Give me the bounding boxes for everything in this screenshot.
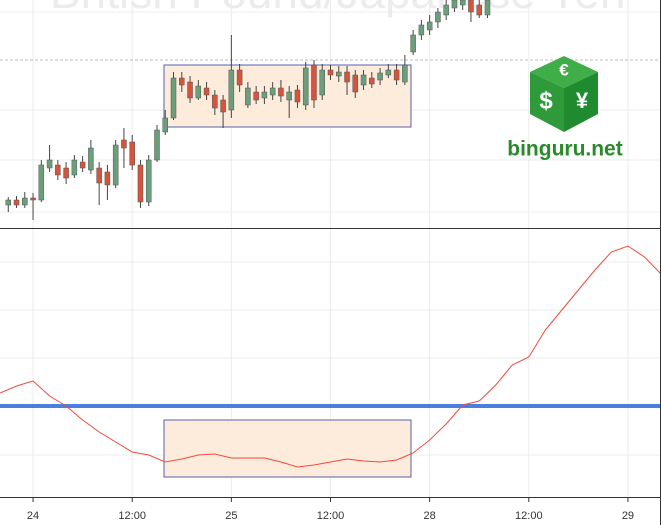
candle-body <box>369 77 375 85</box>
candle-body <box>112 144 119 186</box>
candle-body <box>5 199 12 206</box>
candle-body <box>443 4 449 16</box>
candle-body <box>121 139 127 149</box>
x-tick-label: 25 <box>225 510 237 522</box>
candle-body <box>145 159 152 203</box>
candle-body <box>327 69 334 76</box>
candle-body <box>38 164 45 201</box>
candle-body <box>377 72 383 81</box>
cube-left <box>530 72 564 132</box>
candle-body <box>418 24 425 36</box>
candle-body <box>129 141 135 166</box>
candle-body <box>236 69 243 86</box>
candle-body <box>228 69 235 111</box>
candle-body <box>63 167 69 179</box>
candle-body <box>71 159 78 176</box>
candle-body <box>468 0 474 13</box>
candle-body <box>212 94 218 109</box>
candle-body <box>410 34 416 53</box>
candle-body <box>393 69 400 81</box>
euro-icon: € <box>559 60 569 79</box>
candle-body <box>476 4 482 16</box>
candle-body <box>336 71 342 77</box>
candle-body <box>179 77 185 86</box>
candle-body <box>294 89 301 103</box>
indicator-line <box>0 245 661 468</box>
x-tick-label: 29 <box>622 510 634 522</box>
x-tick-label: 12:00 <box>317 510 345 522</box>
candle-body <box>13 199 20 206</box>
candle-body <box>79 161 86 169</box>
candle-body <box>88 147 94 171</box>
grid <box>0 0 660 497</box>
candle-body <box>162 117 168 133</box>
candle-body <box>344 71 350 83</box>
candle-body <box>96 167 102 184</box>
candle-body <box>55 164 61 176</box>
candle-body <box>278 87 284 97</box>
candle-body <box>46 159 53 169</box>
logo: € $ ¥ binguru.net <box>507 56 623 161</box>
x-tick-label: 28 <box>424 510 436 522</box>
candle-body <box>385 69 392 76</box>
candle-body <box>435 11 441 23</box>
candle-body <box>154 129 160 161</box>
candle-body <box>269 87 276 96</box>
candle-body <box>352 74 359 93</box>
x-tick-label: 24 <box>27 510 39 522</box>
candle-body <box>360 74 367 86</box>
candle-body <box>245 87 251 106</box>
candle-body <box>30 197 36 201</box>
candle-body <box>170 77 177 119</box>
candle-body <box>302 67 309 106</box>
candle-body <box>311 64 317 101</box>
candle-body <box>195 85 202 99</box>
candle-body <box>402 64 408 83</box>
x-tick-label: 12:00 <box>515 510 543 522</box>
candle-body <box>187 81 193 99</box>
dollar-icon: $ <box>539 87 553 114</box>
candle-body <box>426 21 433 31</box>
range-box <box>163 419 412 478</box>
watermark-title: British Pound/Japanese Yen <box>50 0 625 18</box>
yen-icon: ¥ <box>576 88 589 113</box>
candle-body <box>319 69 325 96</box>
candle-body <box>104 171 111 186</box>
logo-text: binguru.net <box>507 138 622 161</box>
candle-body <box>261 91 268 99</box>
candle-body <box>451 0 458 9</box>
candle-body <box>137 164 144 203</box>
candle-body <box>203 87 210 96</box>
candle-body <box>286 91 292 101</box>
candle-body <box>484 0 491 16</box>
candle-body <box>22 197 28 206</box>
cube-right <box>564 72 598 132</box>
x-tick-label: 12:00 <box>118 510 146 522</box>
candle-body <box>253 91 259 101</box>
candle-body <box>220 99 226 113</box>
candle-body <box>459 0 466 6</box>
